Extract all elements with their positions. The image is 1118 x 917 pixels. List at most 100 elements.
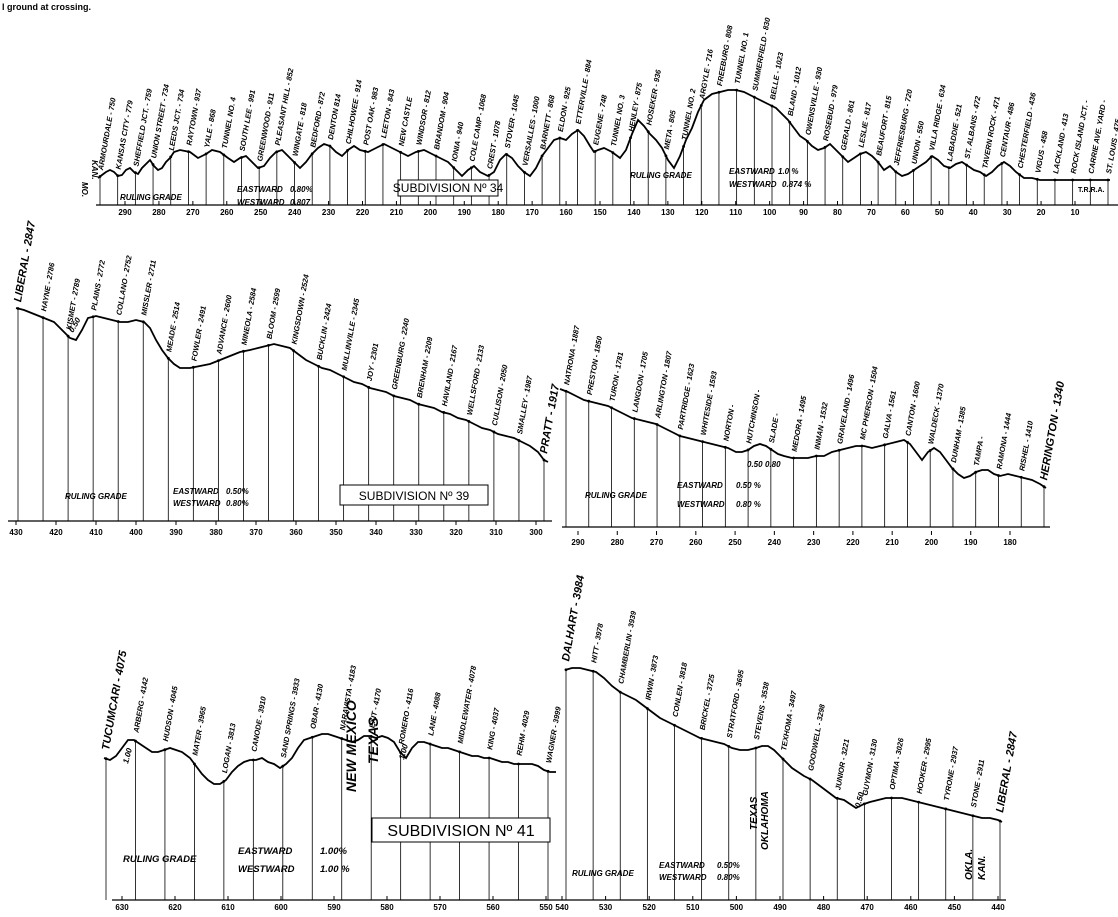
- station-label: DALHART - 3984: [560, 574, 587, 662]
- station-marker: [151, 163, 155, 166]
- milepost-label: 250: [728, 538, 742, 547]
- milepost-label: 540: [555, 903, 569, 912]
- station-label: JOY - 2301: [365, 342, 381, 381]
- station-marker: [862, 802, 866, 806]
- station-marker: [293, 161, 296, 164]
- milepost-label: 270: [650, 538, 664, 547]
- milepost-label: 100: [763, 208, 777, 217]
- milepost-label: 10: [1071, 208, 1080, 217]
- station-marker: [187, 150, 190, 154]
- station-label: NORTON -: [721, 403, 736, 441]
- station-marker: [823, 145, 827, 149]
- station-marker: [216, 359, 220, 363]
- station-label: HAVILAND - 2167: [440, 344, 460, 407]
- caption-fragment: l ground at crossing.: [2, 2, 91, 12]
- milepost-label: 30: [1003, 208, 1012, 217]
- station-label: LACKLAND - 413: [1051, 112, 1071, 174]
- station-marker: [678, 434, 682, 438]
- milepost-label: 610: [221, 903, 235, 912]
- station-marker: [1088, 178, 1092, 182]
- grade-east-val-41b: 0.50%: [717, 861, 740, 870]
- milepost-label: 190: [458, 208, 472, 217]
- grade-west-val-39b: 0.80 %: [736, 500, 761, 509]
- station-marker: [66, 334, 70, 338]
- grade-mark-41a: 1.00: [121, 747, 134, 765]
- milepost-label: 550: [539, 903, 553, 912]
- milepost-label: 170: [525, 208, 539, 217]
- milepost-label: 240: [768, 538, 782, 547]
- milepost-label: 470: [861, 903, 875, 912]
- milepost-label: 600: [274, 903, 288, 912]
- grade-east-val-39b: 0.50 %: [736, 481, 761, 490]
- milepost-label: 630: [115, 903, 129, 912]
- station-label: LEEDS JCT. - 734: [167, 88, 187, 151]
- milepost-label: 120: [695, 208, 709, 217]
- state-label-kan-2: KAN.: [977, 856, 988, 880]
- milepost-label: 220: [846, 538, 860, 547]
- milepost-label: 620: [168, 903, 182, 912]
- station-label: PRESTON - 1850: [585, 335, 604, 396]
- subdivision-title-39: SUBDIVISION Nº 39: [359, 489, 470, 503]
- station-label: IONIA - 940: [450, 121, 466, 163]
- station-label: ROMERO - 4116: [397, 687, 416, 745]
- station-marker: [591, 669, 595, 673]
- station-marker: [381, 143, 385, 146]
- grade-west-val-41b: 0.80%: [717, 873, 740, 882]
- milepost-label: 90: [799, 208, 808, 217]
- grade-mark-39b: 0.50: [747, 460, 763, 469]
- milepost-label: 310: [489, 528, 503, 537]
- station-label: GALVA - 1561: [881, 390, 898, 439]
- milepost-label: 490: [773, 903, 787, 912]
- station-marker: [458, 750, 461, 754]
- station-marker: [673, 723, 676, 727]
- station-label: INMAN - 1532: [812, 401, 829, 451]
- station-marker: [700, 737, 704, 740]
- milepost-label: 440: [991, 903, 1005, 912]
- station-marker: [701, 440, 704, 444]
- milepost-label: 280: [152, 208, 166, 217]
- station-label: BRENHAM - 2209: [415, 335, 435, 398]
- station-label: KING - 4037: [485, 707, 501, 751]
- station-label: STONE - 2911: [969, 759, 986, 808]
- milepost-label: 300: [529, 528, 543, 537]
- station-marker: [781, 757, 785, 761]
- station-label: RAYTOWN - 937: [185, 87, 204, 146]
- station-marker: [275, 150, 279, 154]
- station-label: TUCUMCARI - 4075: [100, 649, 129, 751]
- milepost-label: 70: [867, 208, 876, 217]
- station-marker: [346, 149, 349, 152]
- station-marker: [727, 744, 731, 748]
- station-label: WHITESIDE - 1593: [699, 370, 719, 436]
- station-label: GREENBURG - 2240: [390, 317, 412, 390]
- station-marker: [134, 739, 137, 743]
- station-marker: [974, 470, 978, 474]
- station-marker: [610, 406, 613, 410]
- station-label: CENTAUR - 486: [998, 101, 1017, 158]
- grade-west-dir-41: WESTWARD: [238, 864, 295, 875]
- station-label: RISHEL - 1410: [1017, 419, 1035, 471]
- milepost-label: 390: [169, 528, 183, 537]
- grade-east-dir-39b: EASTWARD: [677, 481, 723, 490]
- station-label: STRATFORD - 3695: [725, 668, 746, 738]
- station-marker: [191, 365, 195, 369]
- station-marker: [392, 394, 396, 398]
- station-marker: [859, 152, 862, 156]
- station-label: CHESTERFIELD - 436: [1016, 91, 1038, 169]
- station-marker: [646, 130, 650, 134]
- state-label-kan: KAN.: [90, 160, 99, 180]
- station-marker: [593, 150, 597, 153]
- station-label: REHM - 4029: [515, 709, 532, 756]
- station-label: OPTIMA - 3026: [888, 737, 906, 791]
- ruling-grade-label-34b: RULING GRADE: [630, 171, 692, 180]
- milepost-label: 340: [369, 528, 383, 537]
- station-label: HUTCHINSON -: [744, 388, 762, 444]
- station-label: PLEASANT HILL - 852: [273, 67, 296, 146]
- station-label: TAVERN ROCK - 471: [980, 96, 1002, 170]
- grade-east-val-41: 1.00%: [320, 846, 347, 857]
- station-label: FREEBURG - 808: [715, 24, 735, 87]
- station-marker: [1018, 173, 1021, 177]
- station-marker: [91, 315, 95, 319]
- station-label: OWENSVILLE - 930: [803, 66, 824, 136]
- station-label: LIBERAL - 2847: [994, 730, 1020, 813]
